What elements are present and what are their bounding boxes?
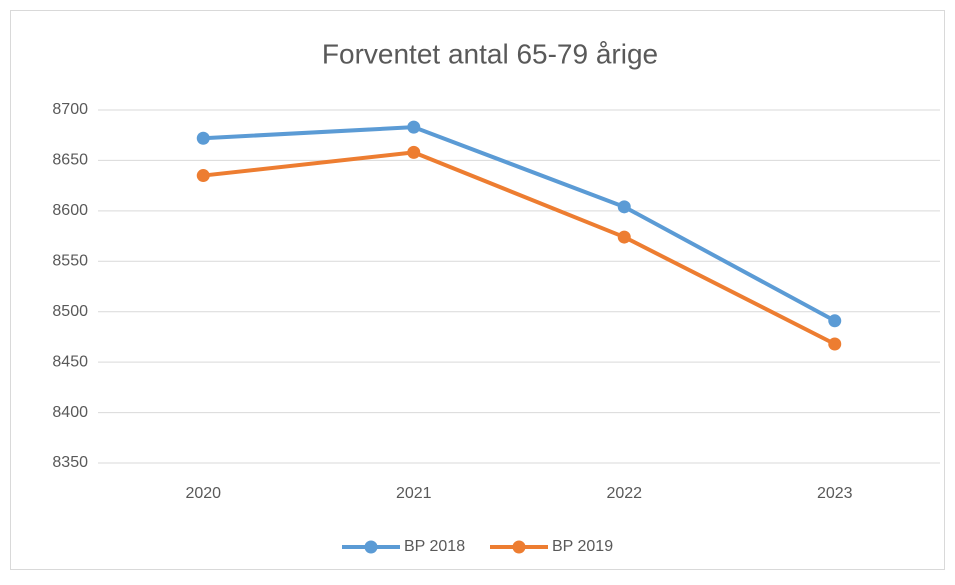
chart-border xyxy=(10,10,945,570)
data-point xyxy=(828,337,842,351)
series-line xyxy=(203,125,836,323)
y-tick-label: 8400 xyxy=(52,404,88,421)
data-point xyxy=(407,145,421,159)
legend-label: BP 2019 xyxy=(552,538,613,555)
y-tick-label: 8650 xyxy=(52,152,88,169)
y-tick-label: 8550 xyxy=(52,253,88,270)
chart-title: Forventet antal 65-79 årige xyxy=(322,38,658,69)
y-tick-label: 8600 xyxy=(52,202,88,219)
series-line xyxy=(203,150,836,346)
legend-label: BP 2018 xyxy=(404,538,465,555)
legend-marker xyxy=(512,540,526,554)
data-point xyxy=(617,200,631,214)
legend-marker xyxy=(364,540,378,554)
x-tick-label: 2020 xyxy=(185,485,221,502)
x-tick-label: 2023 xyxy=(817,485,853,502)
y-tick-label: 8700 xyxy=(52,101,88,118)
data-point xyxy=(617,230,631,244)
x-tick-label: 2021 xyxy=(396,485,432,502)
data-point xyxy=(407,120,421,134)
data-point xyxy=(828,314,842,328)
y-tick-label: 8350 xyxy=(52,454,88,471)
y-tick-label: 8500 xyxy=(52,303,88,320)
x-tick-label: 2022 xyxy=(606,485,642,502)
data-point xyxy=(196,131,210,145)
data-point xyxy=(196,169,210,183)
y-tick-label: 8450 xyxy=(52,353,88,370)
